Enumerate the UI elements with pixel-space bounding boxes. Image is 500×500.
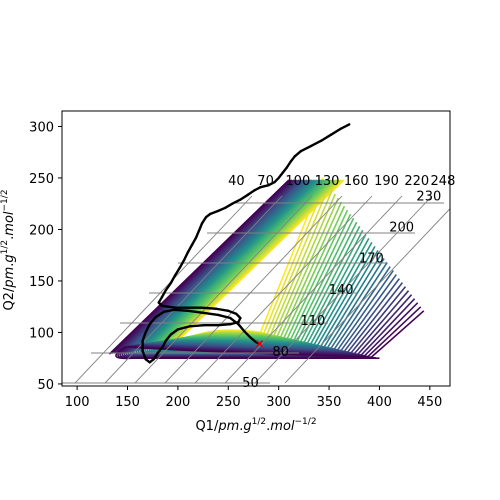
- grid-line: [164, 195, 343, 384]
- trajectory-segment: [208, 209, 220, 216]
- contour-level-label: 80: [272, 345, 289, 360]
- contour-level-label: 160: [344, 174, 369, 189]
- trajectory-segment: [329, 127, 343, 136]
- trajectory-segment: [243, 330, 252, 339]
- trajectory-segment: [186, 243, 194, 254]
- trajectory-segment: [186, 309, 205, 315]
- trajectory-segment: [162, 308, 176, 314]
- trajectory-segment: [182, 250, 190, 262]
- contour-level-labels: 50 80 110 140 170 200 230 40 70 100 130 160 190 220 24…: [228, 174, 455, 391]
- trajectory-segment: [231, 198, 242, 205]
- contour-level-label: 200: [389, 220, 414, 235]
- perspective-grid: [62, 195, 450, 384]
- trajectory-segment: [217, 323, 232, 327]
- trajectory-segment: [141, 331, 147, 342]
- contour-level-label: 130: [315, 174, 340, 189]
- trajectory-segment: [164, 333, 173, 342]
- energy-contours: [108, 177, 425, 360]
- trajectory-segment: [190, 236, 198, 247]
- trajectory-segment: [214, 307, 230, 313]
- trajectory-segment: [239, 193, 250, 201]
- grid-line: [134, 195, 313, 384]
- trajectory-segment: [285, 160, 292, 169]
- trajectory-segment: [152, 351, 159, 361]
- contour-level-label: 170: [359, 251, 384, 266]
- x-axis-title: Q1/pm.g1/2.mol−1/2: [195, 417, 316, 434]
- contour-level-label: 70: [257, 174, 274, 189]
- trajectory-segment: [176, 325, 192, 331]
- plot-frame: [61, 110, 451, 387]
- grid-line: [194, 195, 373, 384]
- trajectory-segment: [141, 349, 147, 361]
- trajectory-segment: [224, 202, 234, 210]
- trajectory-segment: [229, 316, 240, 326]
- trajectory-segment: [194, 229, 201, 239]
- trajectory-segment: [173, 266, 182, 277]
- trajectory-segment: [166, 305, 178, 309]
- y-tick-label: 50: [37, 378, 54, 393]
- contour-level-label: 140: [329, 283, 354, 298]
- trajectory-segment: [156, 345, 164, 355]
- trajectory-segment: [178, 259, 186, 269]
- trajectory-segment: [197, 222, 204, 232]
- y-tick-label: 200: [29, 223, 54, 238]
- trajectory-segment: [200, 215, 208, 225]
- trajectory-segment: [148, 315, 157, 326]
- contour-line: [108, 179, 425, 360]
- trajectory-segment: [169, 274, 177, 285]
- trajectory-segment: [247, 189, 256, 196]
- trajectory-segment: [299, 144, 313, 153]
- x-tick-label: 100: [65, 395, 90, 410]
- trajectory-segment: [144, 323, 151, 334]
- contour-level-label: 190: [374, 174, 399, 189]
- x-tick-label: 250: [216, 395, 241, 410]
- trajectory-segment: [164, 281, 173, 292]
- trajectory-segment: [217, 206, 227, 213]
- trajectory-segment: [160, 289, 168, 299]
- trajectory-segment: [319, 133, 333, 143]
- grid-line: [104, 195, 283, 384]
- x-tick-label: 200: [165, 395, 190, 410]
- contour-level-label: 230: [416, 189, 441, 204]
- trajectory-segment: [200, 306, 218, 310]
- trajectory-segment: [339, 123, 351, 130]
- grid-line: [254, 195, 433, 384]
- x-tick-label: 150: [115, 395, 140, 410]
- trajectory-segment: [188, 324, 206, 328]
- trajectory-segment: [293, 149, 303, 158]
- contour-level-label: 220: [404, 174, 429, 189]
- trajectory-segment: [154, 310, 165, 319]
- grid-line: [284, 208, 450, 384]
- grid-line: [224, 195, 403, 384]
- x-tick-label: 350: [317, 395, 342, 410]
- trajectory-segment: [309, 139, 323, 148]
- x-tick-label: 400: [367, 395, 392, 410]
- contour-level-label: 248: [431, 174, 456, 189]
- trajectory-segment: [217, 313, 232, 320]
- grid-line: [74, 195, 253, 384]
- trajectory-segment: [259, 183, 270, 189]
- trajectory-segment: [172, 308, 190, 313]
- trajectory-segment: [227, 309, 238, 316]
- y-axis-ticks: 50 100 150 200 250 300: [29, 120, 62, 393]
- contour-level-label: 50: [242, 376, 259, 391]
- y-tick-label: 100: [29, 326, 54, 341]
- contour-level-label: 100: [285, 174, 310, 189]
- contour-level-label: 40: [228, 174, 245, 189]
- trajectory-path: [141, 123, 351, 364]
- trajectory-segment: [169, 328, 180, 336]
- y-axis-title: Q2/pm.g1/2.mol−1/2: [0, 189, 17, 310]
- x-tick-label: 450: [417, 395, 442, 410]
- minimum-marker-stroke: [255, 340, 264, 348]
- trajectory-segment: [237, 323, 246, 333]
- minimum-marker: [255, 340, 264, 348]
- trajectory-segment: [201, 311, 220, 317]
- y-tick-label: 250: [29, 172, 54, 187]
- x-tick-label: 300: [266, 395, 291, 410]
- x-axis-ticks: 100 150 200 250 300 350 400 450: [65, 386, 442, 410]
- contour-level-label: 110: [301, 314, 326, 329]
- y-tick-label: 150: [29, 275, 54, 290]
- y-tick-label: 300: [29, 120, 54, 135]
